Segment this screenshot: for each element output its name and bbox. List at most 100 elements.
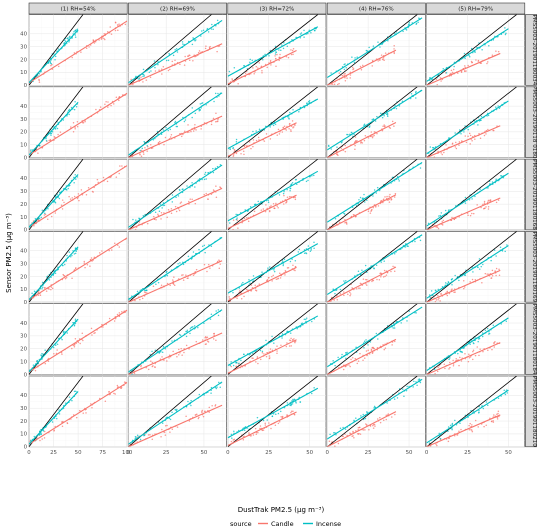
panel-plot-area [426, 376, 517, 447]
y-tick-label: 30 [20, 261, 27, 267]
data-point-incense [235, 213, 237, 216]
fit-line-candle [29, 165, 128, 228]
data-point-candle [276, 352, 278, 354]
data-point-incense [313, 386, 315, 389]
data-point-incense [139, 438, 142, 441]
data-point-incense [256, 416, 259, 419]
data-point-candle [166, 216, 168, 218]
data-point-candle [288, 127, 290, 130]
data-point-candle [208, 406, 211, 409]
data-point-candle [208, 46, 211, 49]
data-point-incense [504, 33, 507, 36]
fit-line-candle [227, 411, 297, 447]
legend-label-candle: Candle [271, 520, 294, 528]
data-point-candle [141, 297, 144, 300]
data-point-candle [108, 249, 110, 252]
data-point-incense [334, 364, 336, 367]
data-point-candle [56, 349, 58, 351]
data-point-candle [219, 186, 221, 188]
data-point-candle [206, 340, 209, 342]
data-point-incense [186, 330, 188, 333]
data-point-incense [310, 249, 312, 251]
data-point-candle [130, 78, 132, 81]
data-point-incense [238, 362, 240, 365]
data-point-incense [311, 392, 313, 395]
data-point-incense [174, 121, 176, 124]
y-tick-label: 20 [20, 130, 27, 136]
data-point-candle [262, 208, 265, 210]
data-point-incense [162, 204, 164, 207]
data-point-candle [253, 210, 256, 213]
data-point-incense [375, 264, 378, 267]
data-point-candle [160, 68, 163, 70]
facet-panel [426, 86, 526, 158]
data-point-incense [363, 346, 365, 349]
data-point-candle [471, 424, 473, 426]
data-point-candle [339, 292, 342, 295]
data-point-incense [45, 137, 47, 140]
data-point-incense [505, 320, 508, 322]
data-point-candle [251, 286, 254, 289]
data-point-incense [292, 398, 294, 401]
data-point-candle [57, 133, 59, 136]
data-point-incense [488, 331, 490, 333]
data-point-candle [357, 427, 360, 429]
data-point-incense [200, 35, 202, 37]
reference-line [227, 231, 319, 303]
data-point-candle [471, 430, 474, 433]
data-point-incense [286, 45, 289, 47]
data-point-incense [359, 196, 362, 199]
data-point-candle [134, 299, 136, 302]
data-point-incense [504, 27, 506, 29]
data-point-candle [464, 65, 466, 67]
data-point-candle [441, 153, 443, 156]
data-point-incense [252, 275, 255, 277]
data-point-incense [418, 378, 420, 380]
data-point-incense [74, 36, 77, 38]
data-point-incense [283, 258, 286, 261]
fit-line-candle [128, 187, 223, 230]
data-point-incense [207, 31, 210, 33]
data-point-incense [219, 386, 221, 388]
data-point-incense [41, 209, 44, 211]
data-point-candle [228, 296, 231, 298]
data-point-candle [50, 286, 53, 288]
data-point-incense [371, 118, 373, 121]
panel-plot-area [227, 159, 319, 230]
data-point-incense [497, 397, 500, 399]
data-point-candle [393, 270, 396, 273]
data-point-candle [153, 366, 156, 368]
panel-plot-area [327, 14, 423, 86]
fit-line-incense [327, 161, 423, 223]
data-point-incense [392, 322, 395, 325]
data-point-incense [55, 417, 58, 420]
data-point-candle [59, 131, 62, 133]
data-point-candle [380, 200, 382, 202]
panel-plot-area [29, 303, 128, 375]
data-point-incense [468, 54, 470, 57]
data-point-incense [191, 116, 193, 119]
data-point-candle [451, 288, 453, 290]
data-point-incense [459, 350, 461, 352]
data-point-incense [415, 312, 417, 314]
data-point-incense [345, 66, 347, 69]
data-point-candle [53, 352, 55, 355]
data-point-candle [163, 431, 166, 433]
row-strip-label: PMS5003-20190118 0180 [531, 86, 537, 159]
data-point-incense [366, 411, 368, 414]
panel-plot-area [29, 159, 128, 230]
data-point-incense [286, 188, 288, 191]
reference-line [227, 14, 319, 86]
data-point-incense [199, 103, 202, 105]
panel-background [227, 303, 327, 375]
data-point-candle [70, 126, 72, 128]
y-tick-label: 0 [24, 372, 28, 378]
data-point-candle [449, 361, 451, 364]
data-point-incense [143, 75, 146, 77]
panel-plot-area [426, 86, 517, 158]
data-point-incense [365, 339, 367, 341]
data-point-incense [272, 413, 275, 415]
data-point-candle [90, 403, 92, 405]
x-tick-label: 100 [122, 450, 133, 456]
fit-line-candle [327, 194, 397, 230]
